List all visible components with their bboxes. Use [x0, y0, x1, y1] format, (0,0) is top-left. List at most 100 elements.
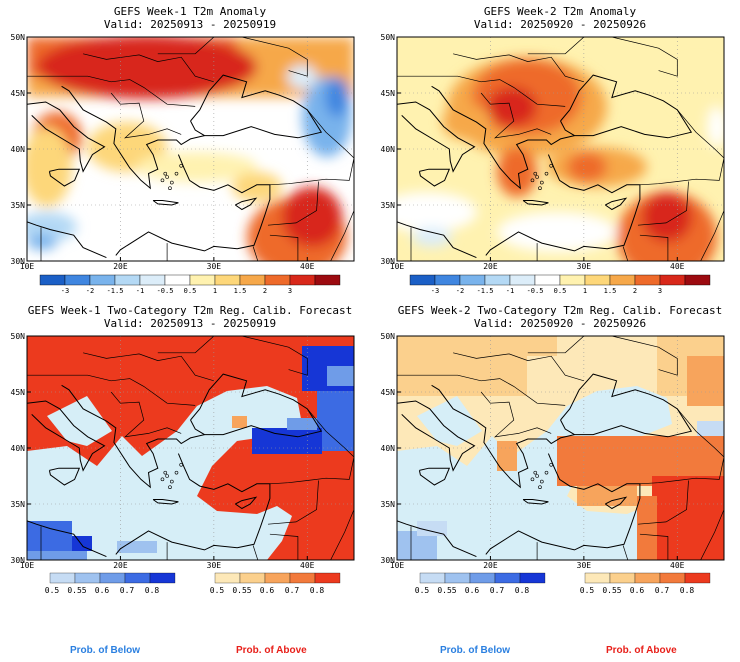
map-area: [27, 37, 354, 261]
coastline: [27, 400, 106, 472]
colorbar-swatch: [189, 274, 216, 286]
lat-tick-label: 40N: [11, 145, 26, 154]
lat-tick-label: 30N: [11, 556, 26, 565]
coastline: [152, 499, 179, 505]
country-border: [157, 336, 308, 376]
map-area: [27, 336, 354, 560]
colorbar-swatch: [684, 274, 711, 286]
colorbar-label: 2: [633, 287, 637, 295]
lat-tick-label: 45N: [11, 388, 26, 397]
country-border: [639, 408, 724, 485]
country-border: [480, 92, 552, 139]
country-border: [252, 545, 259, 560]
panel-title: GEFS Week-2 Two-Category T2m Reg. Calib.…: [398, 304, 723, 317]
island: [530, 477, 535, 482]
country-border: [397, 374, 566, 406]
colorbar-label: 3: [658, 287, 662, 295]
lon-tick-label: 40E: [300, 561, 315, 570]
lon-tick-label: 30E: [207, 561, 222, 570]
colorbar-label: -1: [136, 287, 144, 295]
lon-tick-label: 40E: [670, 262, 685, 271]
lon-tick-label: 20E: [483, 262, 498, 271]
lat-tick-label: 35N: [11, 500, 26, 509]
country-border: [110, 92, 182, 139]
island: [530, 178, 535, 183]
colorbar-swatch: [584, 274, 611, 286]
coastline: [397, 101, 476, 173]
country-border: [453, 352, 585, 382]
colorbar-swatch: [114, 274, 141, 286]
coastline: [235, 197, 258, 211]
colorbar-label: 0.7: [285, 586, 300, 595]
country-border: [700, 210, 724, 261]
colorbar-label: 0.8: [310, 586, 325, 595]
panel-week2-probability: GEFS Week-2 Two-Category T2m Reg. Calib.…: [397, 304, 724, 560]
colorbar-swatch: [584, 572, 611, 584]
colorbar-label: 0.6: [260, 586, 275, 595]
country-border: [639, 109, 724, 186]
panel-title: GEFS Week-1 Two-Category T2m Reg. Calib.…: [28, 304, 353, 317]
coastline: [522, 499, 549, 505]
lat-tick-label: 45N: [381, 89, 396, 98]
colorbar-swatch: [74, 572, 101, 584]
panel-valid-dates: Valid: 20250913 - 20250919: [104, 18, 276, 31]
lon-tick-label: 20E: [483, 561, 498, 570]
lat-tick-label: 30N: [381, 556, 396, 565]
colorbar-swatch: [444, 572, 471, 584]
colorbar-label: -2: [86, 287, 94, 295]
lat-tick-label: 35N: [11, 201, 26, 210]
country-border: [639, 533, 669, 560]
colorbar-label: 0.6: [630, 586, 645, 595]
colorbar-label: -2: [456, 287, 464, 295]
map-overlay: 10E 20E 30E 40E 50N 45N 40N 35N 30N: [381, 332, 725, 570]
prob-above-label: Prob. of Above: [606, 645, 677, 656]
prob-below-label: Prob. of Below: [70, 645, 140, 656]
coastline: [397, 221, 477, 259]
colorbar-swatch: [559, 274, 586, 286]
lat-tick-label: 50N: [11, 33, 26, 42]
colorbar-swatch: [484, 274, 511, 286]
lon-tick-label: 10E: [390, 262, 405, 271]
coastline: [152, 200, 179, 206]
coastline: [723, 418, 724, 421]
colorbar-label: 0.5: [415, 586, 430, 595]
country-border: [527, 336, 678, 376]
coastline: [190, 74, 323, 139]
colorbar-label: 0.5: [580, 586, 595, 595]
coastline: [353, 119, 354, 122]
colorbar-swatch: [684, 572, 711, 584]
coastline: [61, 384, 205, 489]
island: [533, 171, 538, 176]
lon-tick-label: 30E: [577, 262, 592, 271]
colorbar-label: 1.5: [234, 287, 247, 295]
lon-tick-label: 10E: [390, 561, 405, 570]
island: [540, 180, 544, 185]
colorbar-swatch: [99, 572, 126, 584]
coastline: [115, 154, 271, 256]
coastline: [235, 496, 258, 510]
lat-tick-label: 45N: [11, 89, 26, 98]
map-overlay: 10E 20E 30E 40E 50N 45N 40N 35N 30N: [11, 33, 355, 271]
island: [174, 470, 179, 475]
colorbar-label: 0.5: [184, 287, 197, 295]
map-overlay: 10E 20E 30E 40E 50N 45N 40N 35N 30N: [381, 33, 725, 271]
colorbar-swatch: [214, 572, 241, 584]
colorbar-label: 0.8: [680, 586, 695, 595]
lat-tick-label: 50N: [11, 332, 26, 341]
island: [170, 180, 174, 185]
colorbar-swatch: [509, 274, 536, 286]
colorbar-label: -1: [506, 287, 514, 295]
island: [544, 171, 549, 176]
country-border: [622, 545, 629, 560]
colorbar-label: 0.55: [602, 586, 621, 595]
colorbar-label: -0.5: [157, 287, 174, 295]
colorbar-swatch: [239, 274, 266, 286]
panel-week1-probability: GEFS Week-1 Two-Category T2m Reg. Calib.…: [27, 304, 354, 560]
colorbar-swatch: [214, 274, 241, 286]
island: [533, 470, 538, 475]
country-border: [453, 53, 585, 83]
panel-week1-anomaly: GEFS Week-1 T2m Anomaly Valid: 20250913 …: [27, 5, 354, 261]
island: [179, 463, 183, 467]
coastline: [560, 373, 693, 438]
colorbar-swatch: [289, 572, 316, 584]
